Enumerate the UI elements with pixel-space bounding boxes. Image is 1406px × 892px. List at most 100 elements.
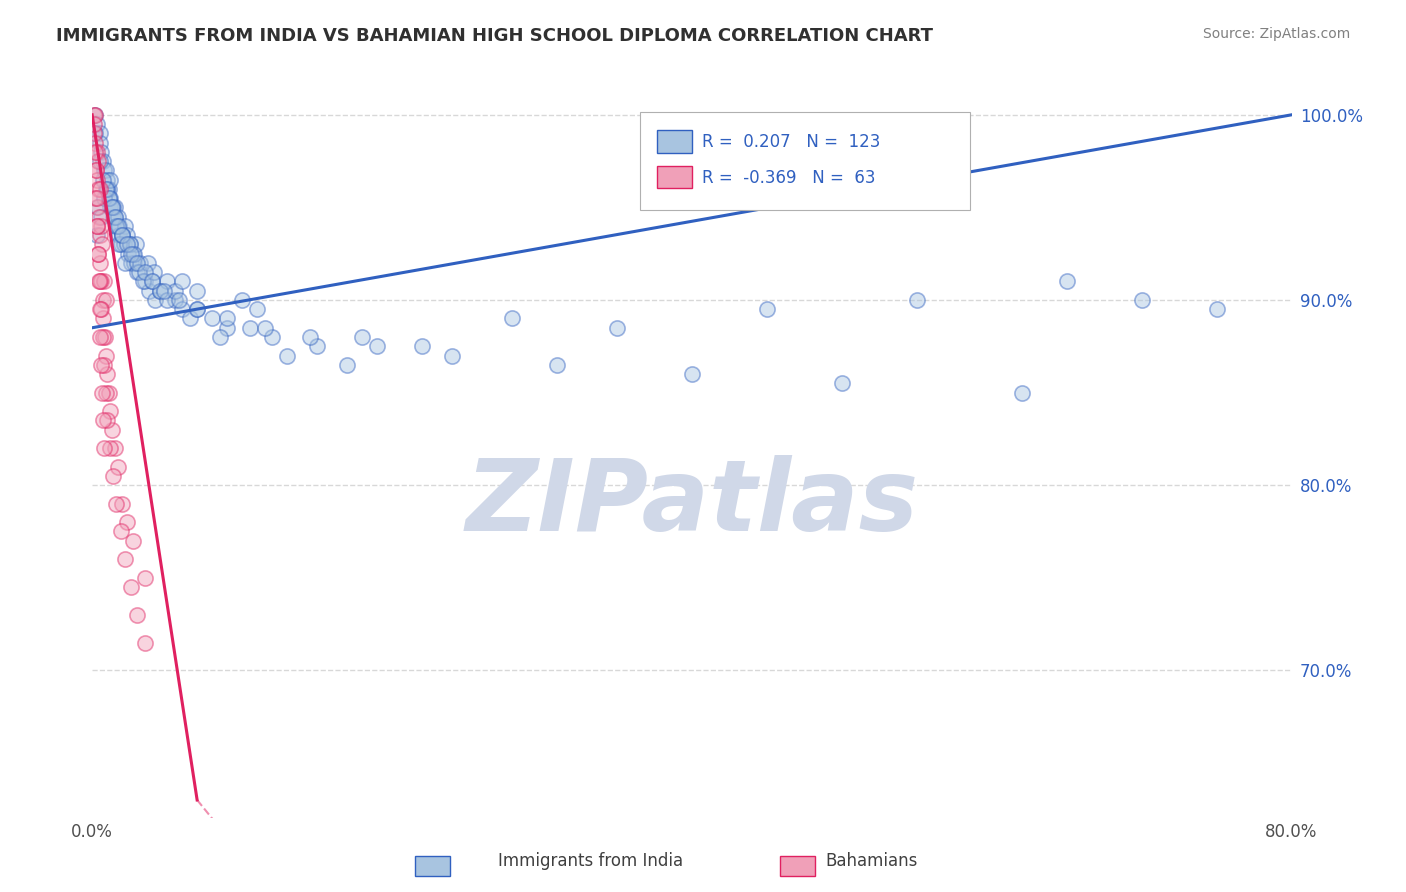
Point bbox=[93, 358, 115, 372]
Point bbox=[115, 237, 138, 252]
Point bbox=[411, 339, 433, 353]
Point bbox=[100, 423, 122, 437]
Point bbox=[97, 385, 120, 400]
Point bbox=[136, 256, 159, 270]
Text: R =  -0.369   N =  63: R = -0.369 N = 63 bbox=[702, 169, 875, 186]
Point bbox=[83, 108, 105, 122]
Point bbox=[98, 441, 121, 455]
Point bbox=[118, 237, 141, 252]
Point bbox=[755, 302, 778, 317]
Point bbox=[84, 163, 107, 178]
Point bbox=[336, 358, 359, 372]
Point bbox=[905, 293, 928, 307]
Point bbox=[89, 330, 111, 344]
Point bbox=[93, 191, 115, 205]
Point bbox=[86, 201, 108, 215]
Point bbox=[90, 210, 112, 224]
Point bbox=[132, 275, 155, 289]
Point bbox=[84, 126, 107, 140]
Point bbox=[111, 228, 134, 243]
Point bbox=[111, 228, 134, 243]
Point bbox=[149, 284, 172, 298]
Point bbox=[91, 154, 114, 169]
Point bbox=[91, 172, 114, 186]
Text: Bahamians: Bahamians bbox=[825, 852, 918, 870]
Point bbox=[97, 191, 120, 205]
Text: Source: ZipAtlas.com: Source: ZipAtlas.com bbox=[1202, 27, 1350, 41]
Point bbox=[86, 117, 108, 131]
Point bbox=[89, 182, 111, 196]
Point bbox=[127, 607, 149, 622]
Point bbox=[104, 210, 127, 224]
Point bbox=[1205, 302, 1227, 317]
Point bbox=[163, 293, 186, 307]
Point bbox=[179, 311, 201, 326]
Point bbox=[108, 228, 131, 243]
Point bbox=[98, 172, 121, 186]
Point bbox=[246, 302, 269, 317]
Text: IMMIGRANTS FROM INDIA VS BAHAMIAN HIGH SCHOOL DIPLOMA CORRELATION CHART: IMMIGRANTS FROM INDIA VS BAHAMIAN HIGH S… bbox=[56, 27, 934, 45]
Point bbox=[93, 275, 115, 289]
Point bbox=[1056, 275, 1078, 289]
Point bbox=[127, 256, 149, 270]
Point bbox=[253, 320, 276, 334]
Text: Immigrants from India: Immigrants from India bbox=[498, 852, 683, 870]
Point bbox=[89, 275, 111, 289]
Point bbox=[107, 210, 129, 224]
Point bbox=[93, 441, 115, 455]
Point bbox=[87, 182, 110, 196]
Point bbox=[546, 358, 568, 372]
Point bbox=[89, 228, 111, 243]
Point bbox=[114, 552, 136, 566]
Point bbox=[231, 293, 253, 307]
Point bbox=[120, 580, 142, 594]
Point bbox=[105, 219, 128, 233]
Point bbox=[90, 145, 112, 159]
Point bbox=[94, 330, 117, 344]
Point bbox=[121, 533, 143, 548]
Point bbox=[101, 469, 124, 483]
Point bbox=[87, 154, 110, 169]
Point bbox=[101, 201, 124, 215]
Point bbox=[84, 145, 107, 159]
Point bbox=[87, 210, 110, 224]
Point bbox=[122, 246, 145, 260]
Point bbox=[831, 376, 853, 391]
Point bbox=[96, 367, 118, 381]
Point bbox=[440, 349, 463, 363]
Point bbox=[127, 265, 149, 279]
Point bbox=[350, 330, 373, 344]
Point bbox=[84, 108, 107, 122]
Point bbox=[87, 246, 110, 260]
Point bbox=[128, 265, 150, 279]
Point bbox=[89, 256, 111, 270]
Point bbox=[86, 145, 108, 159]
Point bbox=[121, 246, 143, 260]
Text: R =  0.207   N =  123: R = 0.207 N = 123 bbox=[702, 133, 880, 151]
Point bbox=[307, 339, 329, 353]
Point bbox=[120, 256, 142, 270]
Point bbox=[98, 191, 121, 205]
Point bbox=[104, 210, 127, 224]
Point bbox=[1011, 385, 1033, 400]
Point bbox=[93, 311, 115, 326]
Point bbox=[143, 293, 166, 307]
Point bbox=[89, 302, 111, 317]
Point bbox=[134, 265, 156, 279]
Point bbox=[110, 524, 132, 539]
Point bbox=[96, 293, 118, 307]
Point bbox=[114, 219, 136, 233]
Point bbox=[90, 237, 112, 252]
Point bbox=[107, 219, 129, 233]
Point bbox=[115, 228, 138, 243]
Point bbox=[90, 219, 112, 233]
Point bbox=[100, 201, 122, 215]
Point bbox=[98, 201, 121, 215]
Point bbox=[142, 265, 165, 279]
Point bbox=[606, 320, 628, 334]
Point bbox=[94, 182, 117, 196]
Point bbox=[87, 201, 110, 215]
Text: ZIPatlas: ZIPatlas bbox=[465, 455, 918, 552]
Point bbox=[84, 191, 107, 205]
Point bbox=[138, 284, 160, 298]
